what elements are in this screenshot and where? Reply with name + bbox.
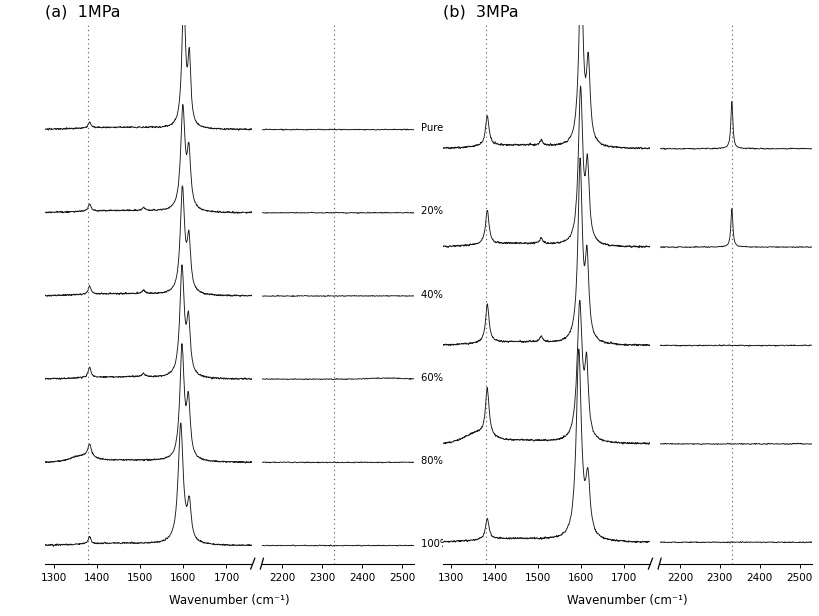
Text: 80% CO₂ + N₂: 80% CO₂ + N₂ [818,437,819,447]
Text: 40% CO₂ + N₂: 40% CO₂ + N₂ [818,240,819,250]
Text: Pure HQ: Pure HQ [421,123,461,133]
Text: 80% CO₂ + N₂: 80% CO₂ + N₂ [421,456,491,466]
Text: Wavenumber (cm⁻¹): Wavenumber (cm⁻¹) [169,594,290,607]
Text: 20% CO₂ + N₂: 20% CO₂ + N₂ [818,142,819,152]
Text: 60% CO₂ + N₂: 60% CO₂ + N₂ [818,339,819,349]
Text: (b)  3MPa: (b) 3MPa [442,4,518,19]
Text: 100% CO₂: 100% CO₂ [421,539,471,549]
Text: 100% CO₂: 100% CO₂ [818,535,819,546]
Text: 60% CO₂ + N₂: 60% CO₂ + N₂ [421,373,491,383]
Text: 20% CO₂ + N₂: 20% CO₂ + N₂ [421,206,491,216]
Text: 40% CO₂ + N₂: 40% CO₂ + N₂ [421,290,491,299]
Text: Wavenumber (cm⁻¹): Wavenumber (cm⁻¹) [566,594,687,607]
Text: (a)  1MPa: (a) 1MPa [45,4,120,19]
